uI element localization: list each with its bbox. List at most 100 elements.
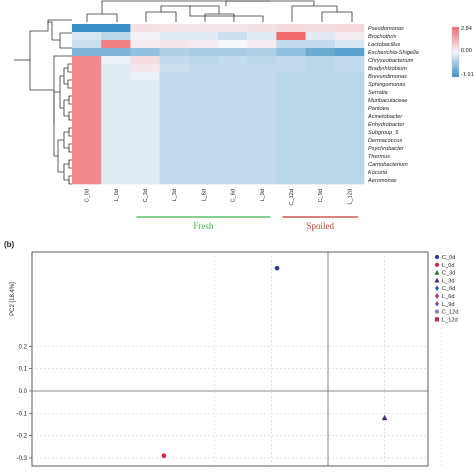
heatmap-cell <box>188 64 219 73</box>
heatmap-cell <box>276 168 306 177</box>
heatmap-cell <box>334 136 365 145</box>
heatmap-cell <box>334 96 365 105</box>
heatmap-cell <box>276 160 306 169</box>
heatmap-cell <box>159 152 190 161</box>
heatmap-cell <box>247 40 277 49</box>
heatmap-cell <box>276 96 306 105</box>
heatmap-cell <box>101 48 131 57</box>
heatmap-cell <box>101 120 131 129</box>
legend-label: C_12d <box>442 310 458 316</box>
heatmap-cell <box>72 120 102 129</box>
heatmap-cell <box>159 96 190 105</box>
heatmap-cell <box>188 72 219 81</box>
heatmap-cell <box>130 80 160 89</box>
row-label: Brevundimonas <box>368 74 407 80</box>
heatmap-cell <box>72 152 102 161</box>
heatmap-cell <box>159 72 190 81</box>
row-label: Sphingomonas <box>368 82 406 88</box>
heatmap-cell <box>72 96 102 105</box>
legend-marker <box>434 262 440 267</box>
heatmap-cell <box>247 160 277 169</box>
heatmap-cell <box>218 168 248 177</box>
heatmap-cell <box>188 32 219 41</box>
heatmap-cell <box>159 40 190 49</box>
heatmap-cell <box>305 72 336 81</box>
heatmap-cell <box>218 112 248 121</box>
heatmap-cell <box>159 64 190 73</box>
heatmap-cell <box>72 32 102 41</box>
heatmap-cell <box>334 24 365 33</box>
heatmap-cell <box>159 144 190 153</box>
legend-marker <box>434 301 440 307</box>
heatmap-cell <box>247 32 277 41</box>
color-scale-label: 2.84 <box>461 26 472 32</box>
heatmap-cell <box>72 168 102 177</box>
heatmap-cell <box>218 48 248 57</box>
gridlines <box>32 252 442 466</box>
heatmap-cell <box>188 40 219 49</box>
row-label: Pantoea <box>368 106 389 112</box>
panel-label: (b) <box>4 240 15 249</box>
heatmap-cell <box>130 48 160 57</box>
column-dendrogram <box>86 0 353 22</box>
heatmap-cell <box>101 152 131 161</box>
row-label: Brochothrix <box>368 34 396 40</box>
legend-marker <box>434 309 440 314</box>
heatmap-cell <box>334 32 365 41</box>
heatmap-cell <box>247 176 277 185</box>
legend-label: C_0d <box>442 255 455 261</box>
heatmap-cell <box>218 24 248 33</box>
heatmap-cell <box>130 136 160 145</box>
heatmap-cell <box>334 176 365 185</box>
heatmap-cell <box>247 168 277 177</box>
heatmap-cell <box>334 56 365 65</box>
column-label: C_12d <box>289 189 295 205</box>
y-tick-label: 0.1 <box>19 367 28 373</box>
legend-marker <box>434 269 440 275</box>
heatmap-cell <box>72 64 102 73</box>
heatmap-cell <box>188 80 219 89</box>
heatmap-cell <box>276 64 306 73</box>
heatmap-cell <box>218 176 248 185</box>
heatmap-cell <box>101 112 131 121</box>
heatmap-cell <box>188 112 219 121</box>
column-label: L_9d <box>260 189 266 201</box>
heatmap-cell <box>159 176 190 185</box>
heatmap-cell <box>305 136 336 145</box>
heatmap-cell <box>276 136 306 145</box>
heatmap-cell <box>276 144 306 153</box>
heatmap-cell <box>188 56 219 65</box>
heatmap-cell <box>276 24 306 33</box>
row-label: Aeromonas <box>367 178 397 184</box>
heatmap-cell <box>305 144 336 153</box>
row-label: Chryseobacterium <box>368 58 414 64</box>
heatmap-cell <box>247 112 277 121</box>
legend-label: L_3d <box>442 278 454 284</box>
heatmap-cell <box>334 40 365 49</box>
heatmap-cell <box>72 56 102 65</box>
heatmap-cell <box>305 32 336 41</box>
sample-group-brackets: Fresh Spoiled <box>136 216 358 231</box>
heatmap-cell <box>188 152 219 161</box>
heatmap-cell <box>101 24 131 33</box>
heatmap-cell <box>101 80 131 89</box>
color-scale-legend: 2.84 0.00 -1.91 <box>451 26 474 78</box>
heatmap-cell <box>188 144 219 153</box>
heatmap-cell <box>247 152 277 161</box>
heatmap-cell <box>276 128 306 137</box>
heatmap-cell <box>72 112 102 121</box>
heatmap-cell <box>159 48 190 57</box>
row-label: Acinetobacter <box>367 114 403 120</box>
row-label: Psychrobacter <box>368 146 405 152</box>
heatmap-cell <box>305 40 336 49</box>
heatmap-cell <box>72 72 102 81</box>
heatmap-cell <box>130 168 160 177</box>
heatmap-cell <box>247 80 277 89</box>
legend-label: L_12d <box>442 317 458 323</box>
heatmap-cell <box>276 88 306 97</box>
heatmap-cell <box>188 96 219 105</box>
heatmap-cell <box>218 88 248 97</box>
heatmap-cell <box>218 144 248 153</box>
legend-label: L_9d <box>442 302 454 308</box>
heatmap-cell <box>247 136 277 145</box>
